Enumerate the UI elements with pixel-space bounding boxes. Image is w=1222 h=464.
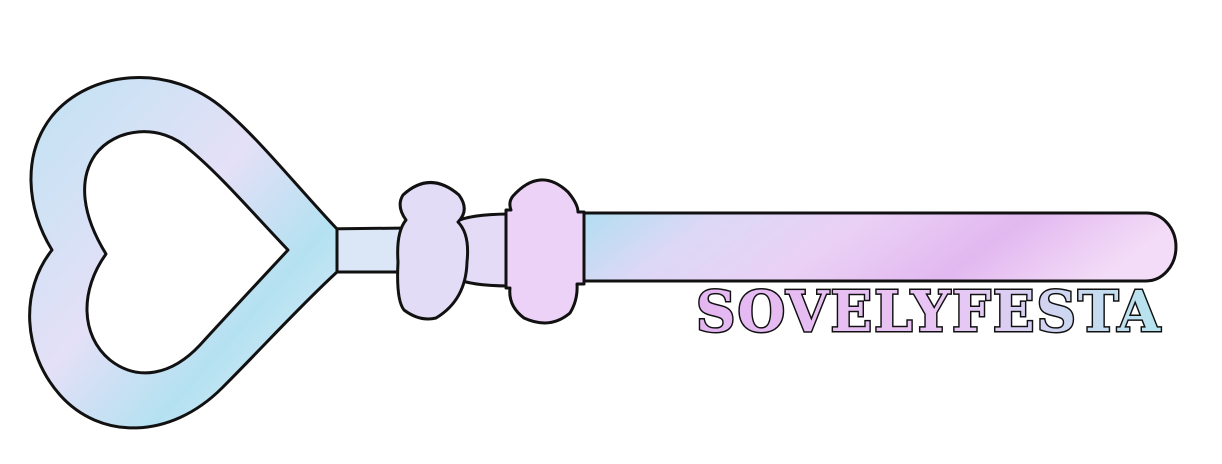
key-knob-2 <box>504 178 586 325</box>
key-shaft <box>558 211 1178 283</box>
key-heart-bow <box>28 76 339 430</box>
key-knob-1 <box>396 181 470 321</box>
brand-wordmark: SOVELYFESTA <box>695 278 1162 347</box>
brand-name: SOVELYFESTA <box>696 279 1162 345</box>
